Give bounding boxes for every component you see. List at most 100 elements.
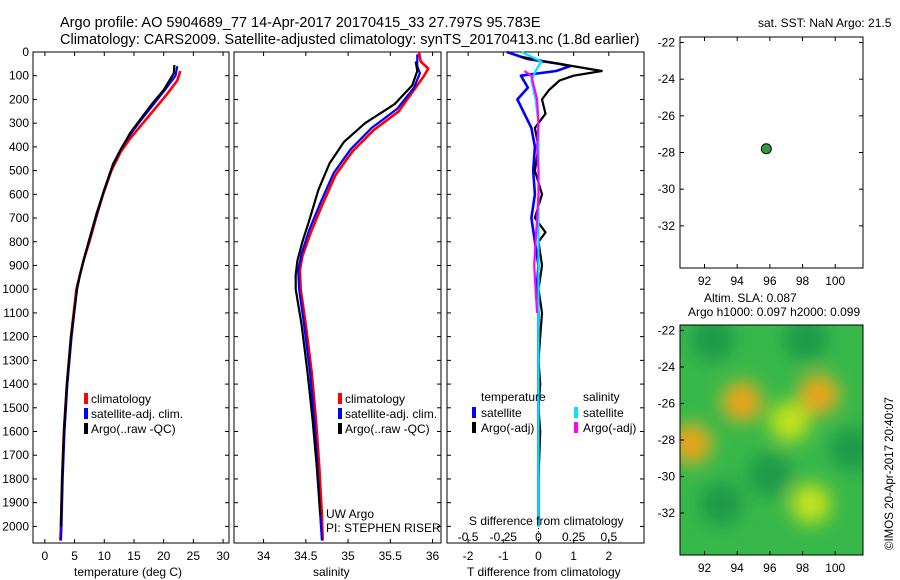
plot-frame: [446, 51, 645, 544]
legend-swatch-argo: [338, 423, 342, 434]
series-line-satellite-adj-clim-: [297, 54, 421, 541]
legend-swatch-satellite: [84, 408, 88, 419]
depth-tick-label: 700: [9, 211, 29, 225]
plot-frame: [233, 51, 442, 544]
series-line-argo-raw-qc-: [294, 61, 419, 515]
x-tick-label: 35: [341, 549, 355, 563]
legend-label-satellite: satellite-adj. clim.: [91, 407, 183, 421]
x-tick-label: 10: [98, 549, 112, 563]
sla-anomaly-core: [809, 385, 828, 404]
depth-tick-label: 400: [9, 140, 29, 154]
float-pi: PI: STEPHEN RISER: [326, 521, 441, 535]
plot-frame: [32, 51, 230, 544]
x-tick-label: 35.5: [379, 549, 403, 563]
legend-swatch-t-satellite: [472, 407, 476, 418]
legend-label-argo: Argo(..raw -QC): [345, 422, 430, 436]
y-tick-label: -26: [658, 396, 676, 410]
depth-tick-label: 1000: [2, 282, 29, 296]
legend-label-climatology: climatology: [345, 392, 405, 406]
sla-anomaly-blob: [747, 452, 792, 497]
x-tick-label: 30: [216, 549, 230, 563]
legend-swatch-satellite: [338, 408, 342, 419]
depth-tick-label: 1200: [2, 330, 29, 344]
depth-tick-label: 2000: [2, 519, 29, 533]
x-tick-label: 2: [605, 549, 612, 563]
sla-anomaly-blob: [790, 483, 831, 524]
legend-swatch-climatology: [84, 393, 88, 404]
x-tick-label: 96: [763, 274, 777, 288]
x-tick-label: 98: [796, 561, 810, 575]
sla-anomaly-blob: [769, 401, 810, 442]
sla-anomaly-blob: [698, 481, 743, 526]
x-tick-label: 94: [731, 274, 745, 288]
x-tick-label: 1: [570, 549, 577, 563]
x-tick-label: 20: [157, 549, 171, 563]
sla-anomaly-blob: [783, 325, 828, 362]
legend-label-argo: Argo(..raw -QC): [91, 422, 176, 436]
x-tick-label: 36: [426, 549, 440, 563]
salinity-legend: climatology satellite-adj. clim. Argo(..…: [338, 392, 437, 436]
sst-map-panel: sat. SST: NaN Argo: 21.5 92 94 96 98 100 -22 -…: [658, 16, 892, 288]
y-tick-label: -24: [658, 360, 676, 374]
top-tick-label: -0.25: [490, 530, 518, 544]
x-tick-label: 15: [127, 549, 141, 563]
depth-tick-label: 300: [9, 116, 29, 130]
y-tick-label: -24: [658, 72, 676, 86]
y-tick-label: -22: [658, 323, 676, 337]
sla-title-1: Altim. SLA: 0.087: [704, 291, 797, 305]
legend-label-t-argo: Argo(-adj): [481, 421, 534, 435]
legend-swatch-s-argo: [574, 422, 578, 433]
salinity-xlabel: salinity: [313, 565, 350, 579]
x-tick-label: 0: [535, 549, 542, 563]
legend-label-climatology: climatology: [91, 392, 151, 406]
series-line-t-argo-adj-: [520, 55, 603, 527]
legend-swatch-s-satellite: [574, 407, 578, 418]
x-tick-label: 94: [731, 561, 745, 575]
sla-anomaly-core: [733, 392, 752, 411]
y-tick-label: -30: [658, 182, 676, 196]
depth-tick-label: 1100: [3, 306, 29, 320]
legend-title-salinity: salinity: [583, 390, 620, 404]
x-tick-label: 92: [698, 274, 712, 288]
depth-tick-label: 1700: [2, 448, 29, 462]
top-tick-label: 0.5: [600, 530, 617, 544]
map-frame: [679, 36, 864, 269]
difference-xlabel: T difference from climatology: [467, 565, 621, 579]
depth-tick-label: 900: [9, 258, 29, 272]
series-line-s-argo-adj-: [523, 70, 540, 313]
legend-label-satellite: satellite-adj. clim.: [345, 407, 437, 421]
sla-anomaly-blob: [829, 427, 863, 472]
y-tick-label: -26: [658, 109, 676, 123]
difference-legend: temperature satellite Argo(-adj) salinit…: [472, 390, 636, 435]
x-tick-label: 0: [42, 549, 49, 563]
legend-swatch-t-argo: [472, 422, 476, 433]
title-line-2: Climatology: CARS2009. Satellite-adjuste…: [60, 32, 640, 48]
sst-title: sat. SST: NaN Argo: 21.5: [758, 16, 892, 30]
title-line-1: Argo profile: AO 5904689_77 14-Apr-2017 …: [60, 15, 541, 31]
x-tick-label: 25: [187, 549, 201, 563]
x-tick-label: 100: [825, 561, 845, 575]
depth-tick-label: 1900: [2, 496, 29, 510]
depth-tick-label: 1400: [2, 377, 29, 391]
temperature-legend: climatology satellite-adj. clim. Argo(..…: [84, 392, 183, 436]
depth-tick-label: 1500: [2, 401, 29, 415]
depth-tick-label: 1300: [2, 353, 29, 367]
series-line-argo-raw-qc-: [59, 64, 176, 527]
x-tick-label: 92: [698, 561, 712, 575]
sla-anomaly-core: [682, 434, 701, 453]
legend-swatch-argo: [84, 423, 88, 434]
depth-tick-label: 1600: [2, 425, 29, 439]
float-operator: UW Argo: [326, 507, 374, 521]
top-tick-label: 0.25: [562, 530, 586, 544]
x-tick-label: 100: [825, 274, 845, 288]
legend-label-s-satellite: satellite: [583, 406, 624, 420]
x-tick-label: -2: [463, 549, 474, 563]
sla-field: [680, 325, 863, 526]
x-tick-label: 34: [257, 549, 271, 563]
y-tick-label: -30: [658, 470, 676, 484]
series-line-satellite-adj-clim-: [59, 65, 179, 541]
sla-map-panel: Altim. SLA: 0.087 Argo h1000: 0.097 h200…: [658, 291, 896, 575]
x-tick-label: 5: [71, 549, 78, 563]
